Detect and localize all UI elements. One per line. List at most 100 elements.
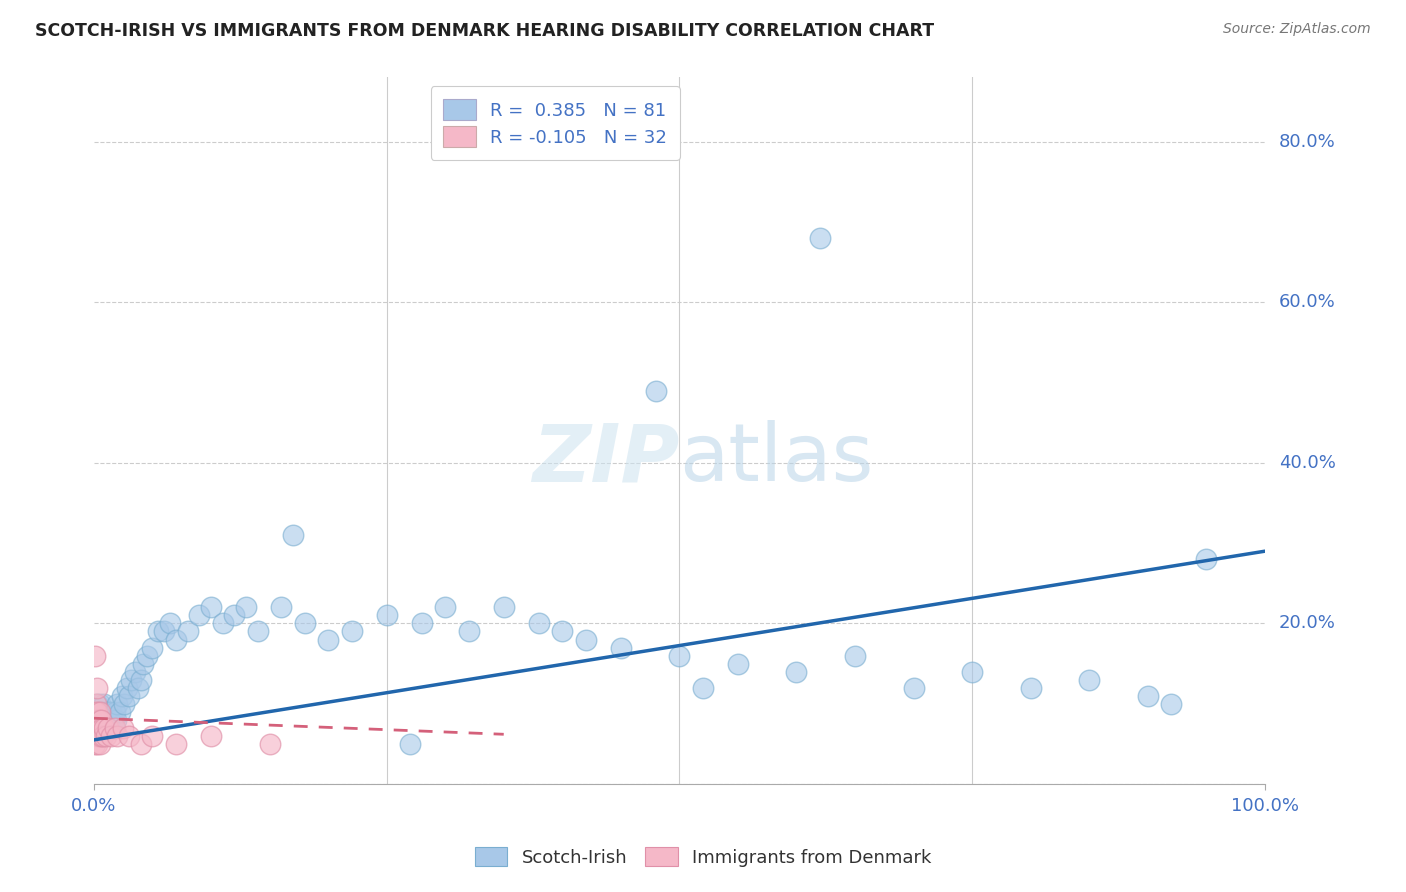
Point: [89, 713, 111, 727]
Point: [165, 737, 187, 751]
Point: [246, 624, 269, 639]
Point: [492, 600, 515, 615]
Point: [100, 729, 122, 743]
Point: [148, 624, 170, 639]
Point: [124, 665, 146, 679]
Point: [84, 737, 107, 751]
Point: [98, 713, 121, 727]
Point: [294, 616, 316, 631]
Point: [87, 713, 110, 727]
Point: [104, 721, 127, 735]
Point: [87, 729, 110, 743]
Point: [399, 737, 422, 751]
Text: 40.0%: 40.0%: [1279, 454, 1336, 472]
Point: [200, 729, 222, 743]
Point: [86, 737, 108, 751]
Point: [903, 681, 925, 695]
Point: [87, 705, 110, 719]
Point: [84, 697, 107, 711]
Point: [90, 721, 112, 735]
Point: [118, 729, 141, 743]
Point: [132, 657, 155, 671]
Text: SCOTCH-IRISH VS IMMIGRANTS FROM DENMARK HEARING DISABILITY CORRELATION CHART: SCOTCH-IRISH VS IMMIGRANTS FROM DENMARK …: [35, 22, 934, 40]
Point: [84, 729, 107, 743]
Point: [575, 632, 598, 647]
Point: [105, 729, 128, 743]
Point: [115, 681, 138, 695]
Point: [340, 624, 363, 639]
Point: [1019, 681, 1042, 695]
Point: [84, 705, 107, 719]
Point: [89, 705, 111, 719]
Text: 60.0%: 60.0%: [1279, 293, 1336, 311]
Point: [235, 600, 257, 615]
Point: [91, 721, 114, 735]
Point: [270, 600, 292, 615]
Point: [1136, 689, 1159, 703]
Point: [434, 600, 457, 615]
Point: [645, 384, 668, 398]
Point: [785, 665, 807, 679]
Point: [90, 729, 112, 743]
Point: [84, 721, 107, 735]
Point: [98, 721, 121, 735]
Point: [87, 721, 110, 735]
Point: [108, 705, 131, 719]
Point: [188, 608, 211, 623]
Legend: Scotch-Irish, Immigrants from Denmark: Scotch-Irish, Immigrants from Denmark: [467, 840, 939, 874]
Point: [105, 713, 128, 727]
Point: [90, 705, 112, 719]
Point: [165, 632, 187, 647]
Point: [84, 713, 107, 727]
Point: [86, 697, 108, 711]
Point: [281, 528, 304, 542]
Point: [153, 624, 176, 639]
Point: [411, 616, 433, 631]
Point: [808, 231, 831, 245]
Point: [93, 721, 115, 735]
Point: [200, 600, 222, 615]
Point: [457, 624, 479, 639]
Point: [91, 713, 114, 727]
Legend: R =  0.385   N = 81, R = -0.105   N = 32: R = 0.385 N = 81, R = -0.105 N = 32: [430, 87, 681, 160]
Point: [159, 616, 181, 631]
Point: [1160, 697, 1182, 711]
Point: [112, 721, 135, 735]
Point: [91, 705, 114, 719]
Point: [86, 721, 108, 735]
Point: [96, 713, 118, 727]
Point: [89, 697, 111, 711]
Point: [316, 632, 339, 647]
Point: [527, 616, 550, 631]
Point: [668, 648, 690, 663]
Point: [259, 737, 281, 751]
Point: [105, 697, 128, 711]
Point: [101, 713, 124, 727]
Point: [120, 673, 142, 687]
Point: [84, 721, 107, 735]
Point: [90, 713, 112, 727]
Point: [112, 697, 135, 711]
Point: [89, 737, 111, 751]
Point: [135, 648, 157, 663]
Point: [375, 608, 398, 623]
Point: [91, 729, 114, 743]
Point: [104, 705, 127, 719]
Point: [727, 657, 749, 671]
Point: [551, 624, 574, 639]
Point: [111, 689, 134, 703]
Point: [86, 713, 108, 727]
Point: [1078, 673, 1101, 687]
Point: [844, 648, 866, 663]
Point: [692, 681, 714, 695]
Point: [118, 689, 141, 703]
Text: Source: ZipAtlas.com: Source: ZipAtlas.com: [1223, 22, 1371, 37]
Point: [100, 705, 122, 719]
Point: [1195, 552, 1218, 566]
Point: [94, 705, 117, 719]
Point: [141, 729, 163, 743]
Point: [97, 721, 120, 735]
Point: [93, 713, 115, 727]
Point: [84, 705, 107, 719]
Point: [129, 737, 152, 751]
